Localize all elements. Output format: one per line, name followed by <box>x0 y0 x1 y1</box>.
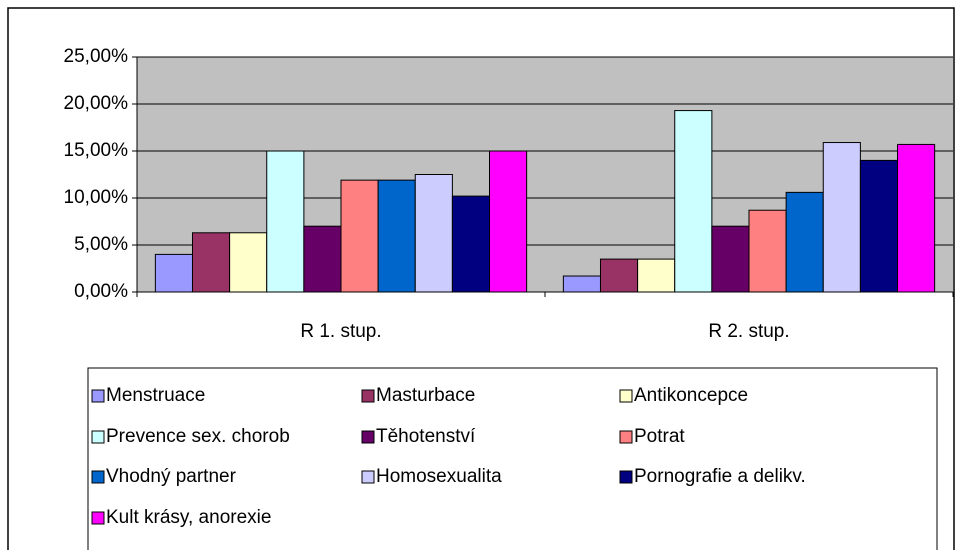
bar <box>822 142 861 293</box>
bar <box>674 110 713 293</box>
bar <box>599 258 639 293</box>
legend-swatch <box>361 389 375 403</box>
legend-label: Kult krásy, anorexie <box>106 507 271 528</box>
bar <box>303 225 342 293</box>
legend-swatch <box>619 389 633 403</box>
legend-swatch <box>619 430 633 444</box>
bar <box>637 258 676 293</box>
legend-label: Pornografie a delikv. <box>634 466 806 487</box>
legend-label: Těhotenství <box>376 426 476 447</box>
legend-swatch <box>91 430 105 444</box>
x-tick-label: R 2. stup. <box>708 321 789 342</box>
bar <box>785 191 824 293</box>
y-tick-label: 10,00% <box>64 187 129 208</box>
legend-label: Homosexualita <box>376 466 502 487</box>
legend-label: Potrat <box>634 426 685 447</box>
legend-swatch <box>361 430 375 444</box>
x-tick-label: R 1. stup. <box>300 321 381 342</box>
y-tick-label: 0,00% <box>74 281 128 302</box>
legend-label: Menstruace <box>106 385 205 406</box>
bar <box>229 232 268 293</box>
legend-swatch <box>91 511 105 525</box>
legend-label: Vhodný partner <box>106 466 237 487</box>
bar <box>489 150 528 293</box>
bar <box>154 253 193 293</box>
y-tick-label: 15,00% <box>64 140 129 161</box>
legend-swatch <box>361 470 375 484</box>
bar <box>377 179 416 293</box>
y-tick-label: 5,00% <box>74 234 128 255</box>
legend-label: Antikoncepce <box>634 385 748 406</box>
bar <box>191 232 231 293</box>
bar <box>340 179 379 293</box>
legend-swatch <box>91 470 105 484</box>
legend-swatch <box>91 389 105 403</box>
bar <box>414 174 453 293</box>
bar <box>897 143 936 293</box>
y-tick-label: 20,00% <box>64 93 129 114</box>
bar <box>562 275 601 293</box>
legend-swatch <box>619 470 633 484</box>
bar <box>451 195 491 293</box>
legend-box <box>87 367 938 550</box>
legend-label: Prevence sex. chorob <box>106 426 290 447</box>
legend-label: Masturbace <box>376 385 475 406</box>
bar <box>859 159 899 293</box>
bar <box>748 209 787 293</box>
bar <box>711 225 750 293</box>
y-tick-label: 25,00% <box>64 46 129 67</box>
bar <box>266 150 305 293</box>
